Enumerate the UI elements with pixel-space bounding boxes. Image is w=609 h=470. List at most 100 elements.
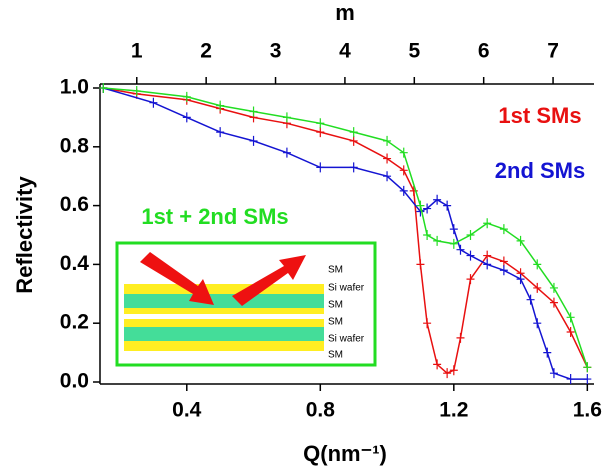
data-point — [543, 347, 552, 358]
arrow — [140, 252, 214, 305]
data-point — [182, 112, 191, 123]
data-point — [149, 97, 158, 108]
data-point — [566, 374, 575, 385]
data-point — [566, 327, 575, 338]
data-point — [349, 135, 358, 146]
x-tick-label: 1.6 — [573, 399, 602, 422]
data-point — [443, 200, 452, 211]
data-point — [449, 224, 458, 235]
y-axis-label: Reflectivity — [12, 176, 37, 294]
data-point — [316, 118, 325, 129]
layer — [124, 308, 324, 314]
data-point — [533, 282, 542, 293]
data-point — [423, 318, 432, 329]
layer-label: SM — [328, 300, 343, 311]
x-axis-label: Q(nm⁻¹) — [303, 441, 387, 466]
x-tick-label: 0.4 — [172, 399, 202, 422]
data-point — [182, 91, 191, 102]
data-point — [399, 147, 408, 158]
data-point — [549, 368, 558, 379]
x2-tick-label: 2 — [200, 40, 212, 63]
series-line — [103, 87, 588, 380]
data-point — [316, 127, 325, 138]
x2-tick-label: 1 — [131, 40, 143, 63]
data-point — [516, 274, 525, 285]
y-tick-label: 0.4 — [60, 252, 90, 275]
x2-tick-label: 5 — [408, 40, 420, 63]
x-tick-label: 0.8 — [306, 399, 336, 422]
x-tick-label: 1.2 — [439, 399, 468, 422]
data-point — [99, 83, 108, 93]
data-point — [483, 259, 492, 270]
x2-tick-label: 3 — [270, 40, 282, 63]
x2-axis-label: m — [335, 0, 355, 25]
data-point — [466, 230, 475, 240]
arrow — [232, 255, 306, 306]
data-point — [383, 153, 392, 164]
layer — [124, 341, 324, 351]
data-point — [443, 368, 452, 379]
data-point — [249, 135, 258, 146]
data-point — [282, 112, 291, 123]
data-point — [456, 244, 465, 255]
x2-tick-label: 6 — [478, 40, 490, 63]
series-line — [103, 87, 589, 368]
layer — [124, 294, 324, 308]
data-point — [533, 318, 542, 329]
data-point — [549, 282, 558, 293]
data-point — [583, 362, 592, 373]
data-point — [383, 135, 392, 146]
data-point — [466, 250, 475, 261]
data-point — [583, 374, 592, 385]
data-point — [423, 230, 432, 240]
layer-label: Si wafer — [328, 283, 365, 294]
data-point — [433, 194, 442, 205]
inset — [115, 241, 377, 367]
y-tick-label: 1.0 — [60, 76, 89, 99]
legend-label: 2nd SMs — [495, 158, 585, 183]
data-point — [499, 224, 508, 235]
layer-label: Si wafer — [328, 334, 365, 345]
data-point — [449, 238, 458, 249]
legend-label: 1st SMs — [498, 103, 581, 128]
data-point — [249, 106, 258, 117]
data-point — [483, 250, 492, 261]
legend-label: 1st + 2nd SMs — [141, 204, 288, 229]
layer-label: SM — [328, 350, 343, 361]
data-point — [132, 85, 141, 96]
data-point — [449, 365, 458, 376]
data-point — [456, 332, 465, 343]
layer-label: SM — [328, 265, 343, 276]
data-point — [216, 127, 225, 138]
x2-tick-label: 7 — [547, 40, 559, 63]
data-point — [282, 147, 291, 158]
y-tick-label: 0.2 — [60, 311, 89, 334]
data-point — [416, 200, 425, 211]
data-point — [549, 297, 558, 308]
data-point — [516, 235, 525, 246]
layer — [124, 284, 324, 294]
data-point — [349, 127, 358, 138]
y-tick-label: 0.6 — [60, 193, 89, 216]
data-point — [349, 162, 358, 173]
data-point — [433, 235, 442, 246]
data-point — [316, 162, 325, 173]
layer — [124, 319, 324, 327]
data-point — [483, 218, 492, 229]
data-point — [399, 185, 408, 196]
data-point — [499, 256, 508, 267]
y-tick-label: 0.0 — [60, 370, 89, 393]
y-tick-label: 0.8 — [60, 134, 90, 157]
data-point — [399, 165, 408, 176]
data-point — [466, 274, 475, 285]
data-point — [423, 203, 432, 214]
layer — [124, 327, 324, 341]
layer-label: SM — [328, 317, 343, 328]
data-point — [566, 312, 575, 323]
data-point — [526, 294, 535, 305]
data-point — [499, 265, 508, 276]
data-point — [533, 259, 542, 270]
data-point — [216, 100, 225, 111]
